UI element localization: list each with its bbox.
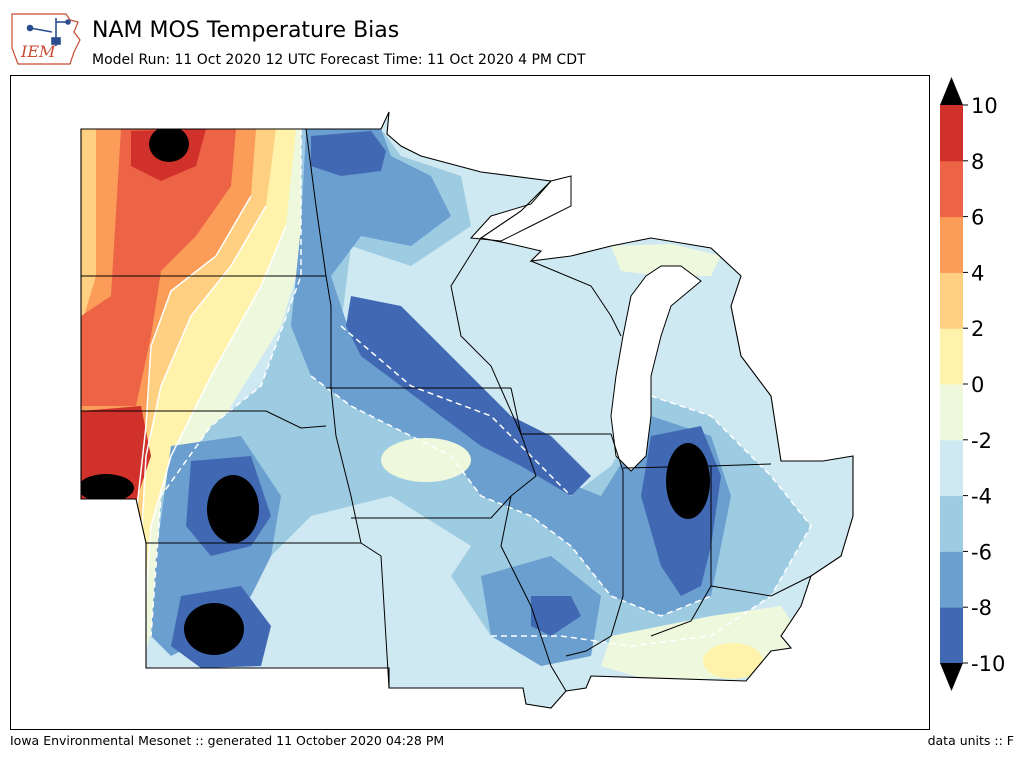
border-mn-wi bbox=[450, 237, 522, 435]
colorbar-segment bbox=[940, 495, 963, 552]
colorbar-segment bbox=[940, 160, 963, 218]
weather-station-icon bbox=[26, 18, 71, 46]
colorbar-tick-label: -4 bbox=[971, 485, 992, 509]
colorbar-segment bbox=[940, 439, 963, 497]
colorbar-segment bbox=[940, 216, 963, 273]
band-gt-10 bbox=[81, 474, 134, 502]
border-wi-mi bbox=[530, 260, 622, 337]
bias-map bbox=[80, 111, 854, 709]
border-il-mo bbox=[500, 495, 567, 692]
contour-fill bbox=[81, 112, 853, 708]
colorbar-segment bbox=[940, 272, 963, 329]
colorbar-tick-label: -6 bbox=[971, 540, 992, 564]
lake-superior bbox=[469, 175, 572, 242]
footer-units: data units :: F bbox=[927, 733, 1014, 748]
colorbar-extend-min bbox=[940, 663, 963, 691]
state-borders bbox=[81, 128, 812, 692]
band-minus10-minus8 bbox=[531, 596, 581, 636]
map-title: NAM MOS Temperature Bias bbox=[92, 18, 400, 43]
band-lt-minus10 bbox=[207, 475, 259, 543]
border-ia-mo bbox=[351, 495, 512, 519]
border-in-oh bbox=[650, 466, 712, 637]
colorbar-tick-label: 0 bbox=[971, 373, 984, 397]
band-minus2-0 bbox=[611, 244, 721, 276]
map-subtitle: Model Run: 11 Oct 2020 12 UTC Forecast T… bbox=[92, 52, 586, 68]
colorbar-tick-label: -2 bbox=[971, 429, 992, 453]
border-sd-ne bbox=[81, 410, 327, 429]
band-minus2-0 bbox=[381, 438, 471, 482]
svg-text:IEM: IEM bbox=[20, 42, 56, 61]
colorbar-tick-label: -10 bbox=[971, 652, 1005, 676]
colorbar-segment bbox=[940, 607, 963, 664]
border-mn-west bbox=[305, 128, 332, 388]
border-il-in bbox=[565, 433, 624, 657]
band-0-2 bbox=[703, 643, 763, 679]
iem-logo: IEM bbox=[11, 13, 81, 65]
colorbar: 10 8 6 4 2 0 -2 -4 -6 -8 -10 bbox=[940, 77, 1005, 691]
border-mi-in-oh bbox=[622, 463, 772, 469]
band-lt-minus10 bbox=[184, 603, 244, 655]
band-minus10-minus8 bbox=[346, 296, 591, 496]
footer-credit: Iowa Environmental Mesonet :: generated … bbox=[10, 733, 445, 748]
colorbar-tick-label: -8 bbox=[971, 596, 992, 620]
colorbar-tick-label: 4 bbox=[971, 261, 984, 285]
colorbar-tick-label: 6 bbox=[971, 206, 984, 230]
colorbar-segment bbox=[940, 328, 963, 385]
colorbar-tick-label: 10 bbox=[971, 94, 998, 118]
border-ia-west bbox=[330, 387, 362, 544]
colorbar-segment bbox=[940, 105, 963, 162]
border-ia-il bbox=[510, 387, 537, 497]
map-frame bbox=[10, 75, 930, 730]
band-gt-10 bbox=[149, 126, 189, 162]
lake-michigan bbox=[610, 265, 702, 472]
band-minus10-minus8 bbox=[311, 131, 386, 176]
colorbar-segment bbox=[940, 551, 963, 608]
region-outline bbox=[80, 111, 854, 709]
band-lt-minus10 bbox=[666, 443, 710, 519]
band-minus8-minus6 bbox=[291, 129, 731, 616]
colorbar-extend-max bbox=[940, 77, 963, 105]
band-6-8 bbox=[81, 129, 236, 406]
colorbar-tick-label: 2 bbox=[971, 317, 984, 341]
border-oh-south bbox=[710, 575, 812, 597]
colorbar-segment bbox=[940, 384, 963, 441]
colorbar-tick-label: 8 bbox=[971, 150, 984, 174]
border-mo-ks bbox=[360, 542, 390, 689]
